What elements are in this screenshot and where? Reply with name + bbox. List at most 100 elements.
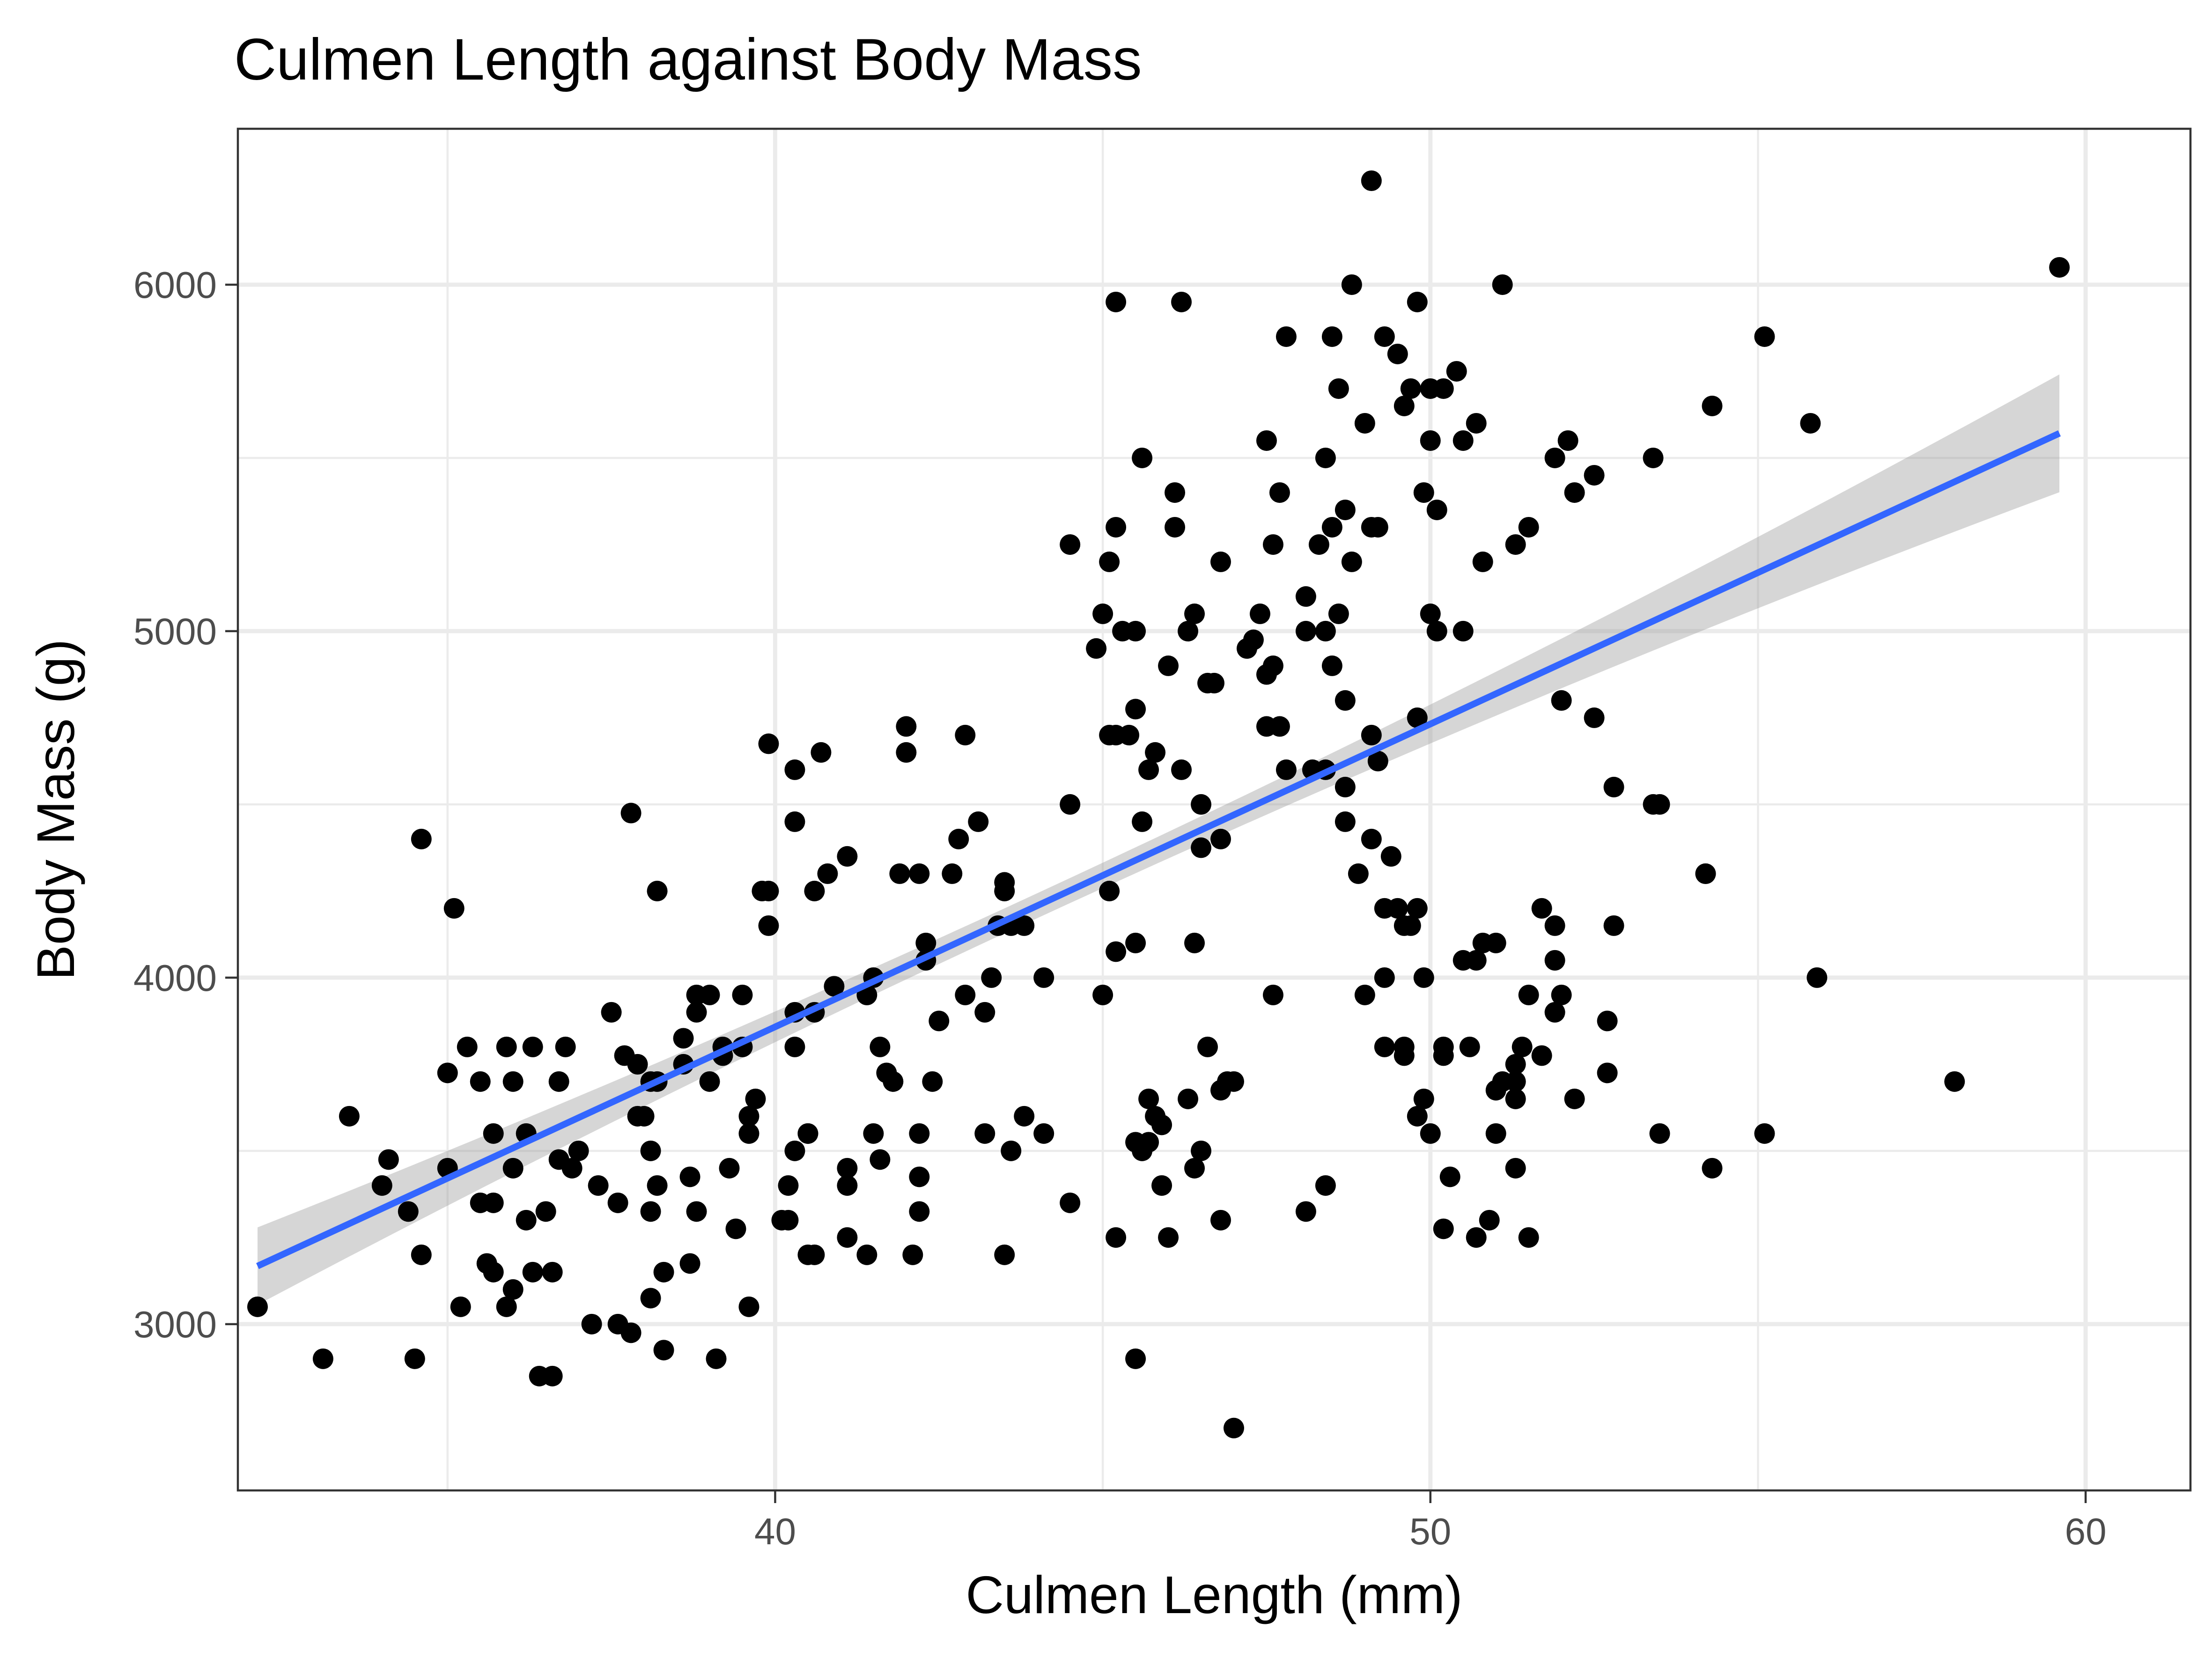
data-point (1210, 828, 1231, 849)
data-point (1335, 690, 1356, 711)
data-point (1191, 794, 1212, 815)
data-point (1086, 638, 1107, 659)
data-point (738, 1296, 759, 1317)
data-point (1197, 1036, 1218, 1057)
data-point (1184, 603, 1205, 624)
data-point (909, 1166, 930, 1187)
data-points (247, 170, 2070, 1438)
data-point (706, 1348, 727, 1369)
data-point (1262, 534, 1283, 555)
data-point (1276, 759, 1297, 780)
data-point (784, 1140, 805, 1161)
data-point (1178, 1088, 1199, 1109)
data-point (817, 863, 838, 884)
data-point (948, 828, 969, 849)
data-point (522, 1036, 543, 1057)
data-point (1505, 1158, 1526, 1179)
data-point (653, 1261, 674, 1283)
data-point (1125, 699, 1146, 720)
data-point (1754, 1123, 1775, 1144)
data-point (974, 1002, 995, 1023)
data-point (1649, 1123, 1670, 1144)
data-point (1394, 1045, 1415, 1066)
data-point (1204, 672, 1224, 693)
data-point (745, 1088, 766, 1109)
data-point (902, 1244, 923, 1265)
data-point (542, 1261, 563, 1283)
data-point (1800, 413, 1821, 434)
data-point (929, 1010, 950, 1032)
data-point (1544, 915, 1565, 936)
data-point (1262, 655, 1283, 676)
data-point (411, 828, 432, 849)
data-point (1341, 274, 1362, 295)
y-tick-label: 4000 (133, 957, 217, 999)
data-point (1374, 1036, 1395, 1057)
data-point (1407, 898, 1428, 919)
data-point (1295, 586, 1316, 607)
data-point (371, 1175, 392, 1196)
data-point (496, 1036, 517, 1057)
x-tick-label: 40 (754, 1511, 796, 1552)
data-point (725, 1218, 746, 1239)
data-point (1099, 880, 1120, 901)
data-point (647, 880, 668, 901)
chart-title: Culmen Length against Body Mass (234, 27, 1142, 92)
data-point (601, 1002, 622, 1023)
data-point (1092, 603, 1113, 624)
data-point (942, 863, 963, 884)
data-point (1544, 447, 1565, 468)
data-point (1387, 898, 1408, 919)
data-point (1354, 984, 1375, 1005)
data-point (378, 1149, 399, 1170)
data-point (1060, 794, 1081, 815)
data-point (1171, 759, 1192, 780)
data-point (1512, 1036, 1533, 1057)
data-point (1145, 742, 1166, 763)
data-point (1138, 1132, 1159, 1153)
data-point (470, 1071, 491, 1092)
data-point (437, 1062, 458, 1084)
x-axis-title: Culmen Length (mm) (966, 1565, 1462, 1624)
data-point (522, 1261, 543, 1283)
data-point (1420, 430, 1441, 451)
data-point (1649, 794, 1670, 815)
data-point (1033, 1123, 1054, 1144)
data-point (994, 872, 1015, 893)
data-point (1125, 1348, 1146, 1369)
data-point (1702, 395, 1723, 416)
data-point (568, 1140, 589, 1161)
data-point (502, 1071, 524, 1092)
data-point (1328, 603, 1349, 624)
data-point (1295, 620, 1316, 641)
data-point (994, 1244, 1015, 1265)
data-point (483, 1261, 504, 1283)
data-point (1269, 716, 1290, 737)
data-point (1420, 603, 1441, 624)
data-point (1256, 430, 1277, 451)
data-point (1439, 1166, 1460, 1187)
y-tick-label: 6000 (133, 264, 217, 306)
data-point (1361, 170, 1382, 191)
data-point (1695, 863, 1716, 884)
data-point (555, 1036, 576, 1057)
data-point (883, 1071, 904, 1092)
y-tick-label: 5000 (133, 611, 217, 652)
data-point (804, 1244, 825, 1265)
data-point (1485, 1123, 1506, 1144)
data-point (1505, 1071, 1526, 1092)
data-point (784, 1036, 805, 1057)
data-point (1413, 482, 1434, 503)
data-point (1165, 482, 1186, 503)
data-point (1354, 413, 1375, 434)
data-point (247, 1296, 268, 1317)
data-point (1132, 447, 1153, 468)
data-point (1315, 447, 1336, 468)
data-point (1158, 1227, 1179, 1248)
data-point (1584, 465, 1605, 486)
data-point (1505, 1088, 1526, 1109)
y-tick-label: 3000 (133, 1304, 217, 1345)
data-point (1295, 1201, 1316, 1222)
data-point (974, 1123, 995, 1144)
